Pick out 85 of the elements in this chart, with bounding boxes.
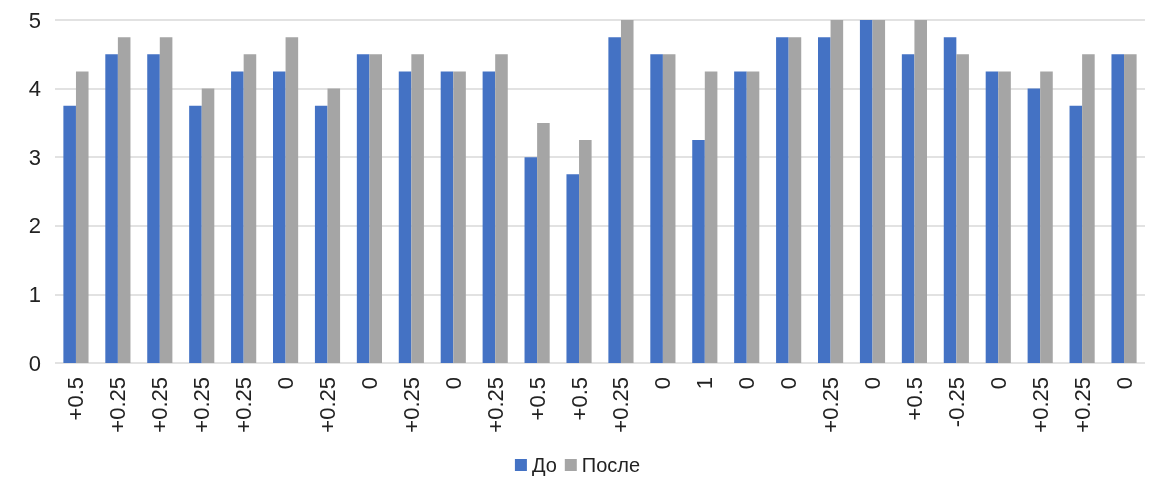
- bar: [859, 20, 873, 363]
- y-tick-label: 3: [28, 144, 41, 170]
- bar: [453, 71, 466, 363]
- y-tick-label: 5: [28, 7, 41, 33]
- bar: [105, 54, 118, 363]
- legend-label: До: [531, 454, 557, 476]
- x-tick-label: +0.25: [189, 377, 215, 433]
- bar: [398, 71, 412, 363]
- bar: [243, 54, 257, 363]
- bar: [620, 20, 634, 363]
- x-tick-label: +0.25: [398, 377, 424, 433]
- bar: [662, 54, 676, 363]
- x-tick-label: 0: [734, 377, 760, 390]
- legend-label: После: [581, 454, 641, 476]
- y-tick-label: 4: [28, 76, 41, 102]
- x-tick-label: +0.25: [482, 377, 508, 433]
- bar: [704, 71, 718, 363]
- x-tick-label: +0.25: [1069, 377, 1095, 433]
- bar: [1124, 54, 1137, 363]
- bar: [818, 37, 831, 363]
- bar: [314, 105, 328, 363]
- bar: [943, 37, 957, 363]
- bar: [734, 71, 747, 363]
- bar: [147, 54, 160, 363]
- x-tick-label: +0.25: [231, 377, 257, 433]
- bar: [776, 37, 789, 363]
- x-tick-label: 0: [776, 377, 802, 390]
- bar: [440, 71, 454, 363]
- x-tick-label: 0: [985, 377, 1011, 390]
- bar: [608, 37, 621, 363]
- x-tick-label: +0.25: [818, 377, 844, 433]
- bar: [746, 71, 760, 363]
- x-tick-label: +0.5: [901, 377, 927, 421]
- bar: [1111, 54, 1125, 363]
- bar: [524, 157, 538, 363]
- bar: [201, 88, 215, 363]
- bar: [327, 88, 341, 363]
- x-tick-label: +0.5: [63, 377, 89, 421]
- x-tick-label: 0: [1111, 377, 1137, 390]
- bar: [788, 37, 802, 363]
- bar: [63, 105, 76, 363]
- bar: [189, 105, 202, 363]
- bar: [75, 71, 89, 363]
- bar: [1082, 54, 1095, 363]
- bar: [482, 71, 496, 363]
- bar: [285, 37, 299, 363]
- bar: [273, 71, 286, 363]
- y-tick-label: 1: [28, 281, 41, 307]
- bar: [566, 174, 580, 363]
- bar: [1027, 88, 1041, 363]
- bar: [411, 54, 424, 363]
- x-tick-label: 0: [440, 377, 466, 390]
- bar: [356, 54, 370, 363]
- x-tick-label: +0.25: [105, 377, 131, 433]
- x-tick-label: +0.5: [524, 377, 550, 421]
- y-tick-label: 2: [28, 213, 41, 239]
- bar: [495, 54, 508, 363]
- bar: [117, 37, 131, 363]
- bar: [579, 140, 592, 363]
- x-tick-label: -0.25: [943, 377, 969, 428]
- bar: [1040, 71, 1053, 363]
- x-tick-label: +0.25: [315, 377, 340, 433]
- x-tick-label: 1: [692, 377, 718, 390]
- x-tick-label: 0: [860, 377, 885, 390]
- x-tick-label: +0.5: [566, 377, 592, 421]
- bar: [650, 54, 663, 363]
- bar: [159, 37, 173, 363]
- bar: [1069, 105, 1083, 363]
- x-tick-label: +0.25: [608, 377, 634, 433]
- bar: [692, 140, 705, 363]
- bar: [369, 54, 382, 363]
- bar: [914, 20, 927, 363]
- bar: [231, 71, 244, 363]
- x-tick-label: +0.25: [1027, 377, 1053, 433]
- bar: [830, 20, 844, 363]
- x-tick-label: 0: [356, 377, 382, 390]
- x-tick-label: +0.25: [147, 377, 173, 433]
- bar: [998, 71, 1011, 363]
- bar: [537, 122, 550, 363]
- bar: [901, 54, 915, 363]
- bar: [956, 54, 969, 363]
- bar: [872, 20, 886, 363]
- bar: [985, 71, 999, 363]
- x-tick-label: 0: [650, 377, 676, 390]
- x-tick-label: 0: [273, 377, 299, 390]
